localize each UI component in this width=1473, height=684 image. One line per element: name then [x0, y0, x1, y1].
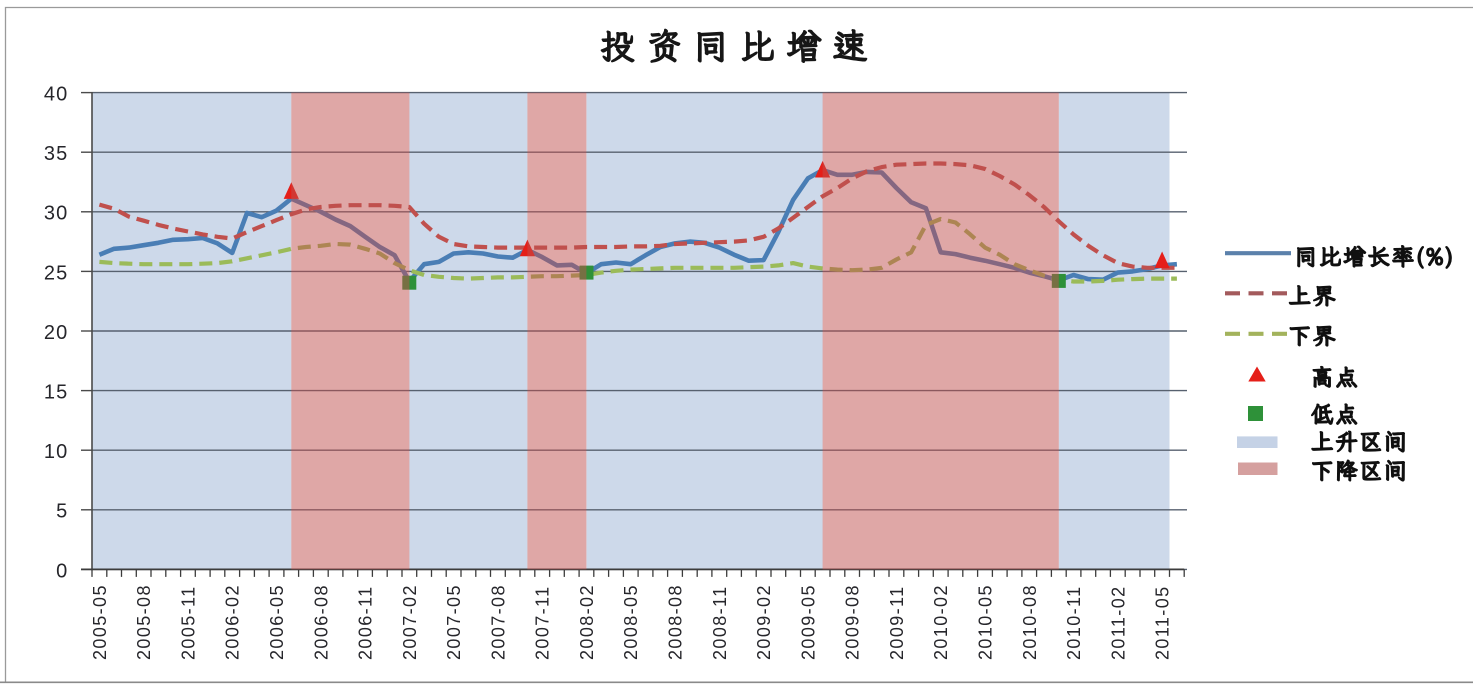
svg-text:2010-08: 2010-08: [1020, 584, 1040, 660]
svg-text:2010-05: 2010-05: [976, 584, 996, 660]
svg-text:20: 20: [44, 322, 69, 344]
svg-text:2006-11: 2006-11: [356, 585, 376, 660]
svg-text:2007-05: 2007-05: [444, 584, 464, 660]
svg-text:10: 10: [44, 441, 69, 463]
svg-text:2011-02: 2011-02: [1108, 585, 1128, 660]
svg-text:2007-02: 2007-02: [400, 584, 420, 660]
svg-text:2006-05: 2006-05: [267, 584, 287, 660]
svg-text:25: 25: [44, 262, 69, 284]
svg-text:2006-02: 2006-02: [223, 584, 243, 660]
svg-text:2008-02: 2008-02: [577, 584, 597, 660]
svg-text:2010-02: 2010-02: [931, 584, 951, 660]
svg-text:2008-11: 2008-11: [710, 585, 730, 660]
svg-text:2008-05: 2008-05: [621, 584, 641, 660]
svg-text:30: 30: [44, 203, 69, 225]
svg-text:15: 15: [44, 382, 69, 404]
svg-text:2009-02: 2009-02: [754, 584, 774, 660]
svg-text:40: 40: [44, 84, 69, 106]
svg-text:35: 35: [44, 143, 69, 165]
svg-text:2007-08: 2007-08: [488, 584, 508, 660]
svg-text:2009-05: 2009-05: [798, 584, 818, 660]
svg-text:2005-05: 2005-05: [90, 584, 110, 660]
svg-text:5: 5: [56, 501, 68, 523]
svg-text:2010-11: 2010-11: [1064, 585, 1084, 660]
svg-text:2008-08: 2008-08: [666, 584, 686, 660]
svg-text:2009-11: 2009-11: [887, 585, 907, 660]
svg-text:0: 0: [56, 560, 68, 582]
svg-text:2007-11: 2007-11: [533, 585, 553, 660]
svg-text:2005-08: 2005-08: [134, 584, 154, 660]
svg-text:2006-08: 2006-08: [311, 584, 331, 660]
svg-text:2009-08: 2009-08: [843, 584, 863, 660]
svg-text:2005-11: 2005-11: [178, 585, 198, 660]
svg-text:2011-05: 2011-05: [1153, 585, 1173, 660]
